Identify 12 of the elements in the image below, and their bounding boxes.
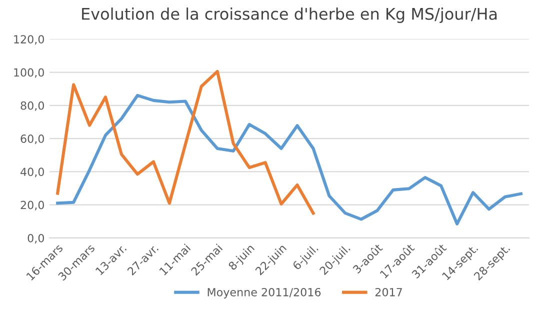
y-tick-label: 0,0 <box>28 234 44 244</box>
y-tick-label: 100,0 <box>14 68 44 78</box>
y-tick-label: 120,0 <box>14 35 44 45</box>
line-series <box>56 94 522 226</box>
y-tick-label: 80,0 <box>20 101 44 111</box>
y-tick-label: 20,0 <box>20 200 44 210</box>
legend-label: Moyenne 2011/2016 <box>208 288 321 299</box>
y-tick-label: 60,0 <box>20 134 44 144</box>
legend-label: 2017 <box>375 288 402 296</box>
line-series <box>56 70 315 215</box>
chart-title: Evolution de la croissance d'herbe en Kg MS/jour/Ha <box>82 8 497 23</box>
y-tick-label: 40,0 <box>20 168 44 178</box>
